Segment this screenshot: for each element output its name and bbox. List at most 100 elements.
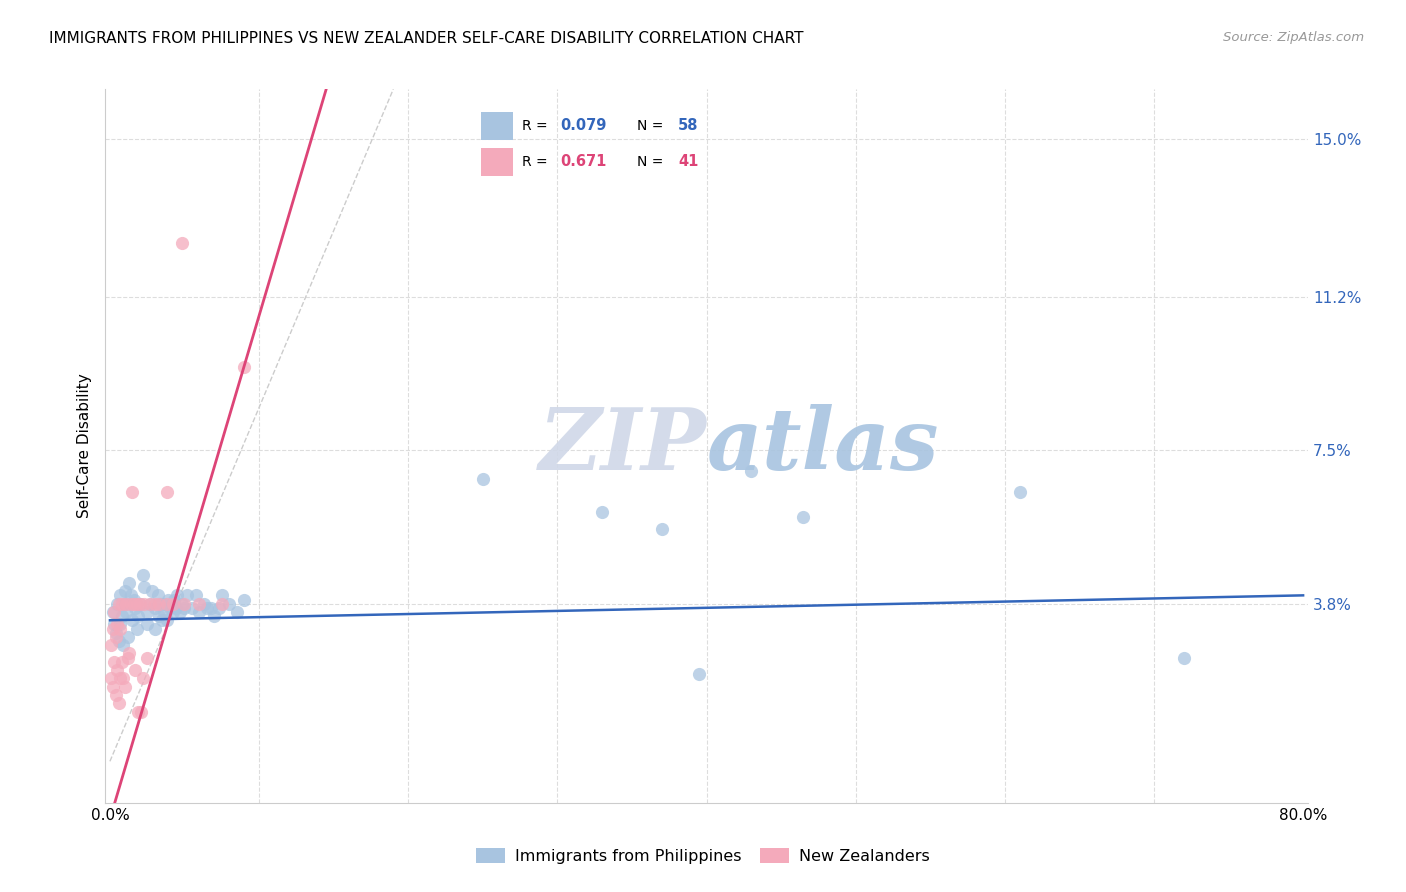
Point — [136, 617, 159, 632]
Point — [110, 617, 132, 632]
Point — [128, 597, 150, 611]
Point — [162, 597, 184, 611]
Point — [101, 680, 124, 694]
Text: Source: ZipAtlas.com: Source: ZipAtlas.com — [1223, 31, 1364, 45]
Point — [233, 592, 256, 607]
Point — [104, 625, 127, 640]
Point — [121, 613, 143, 627]
Point — [122, 597, 145, 611]
Point — [188, 605, 211, 619]
Point — [132, 671, 155, 685]
Point — [181, 600, 204, 615]
Point — [121, 484, 143, 499]
Point — [134, 597, 156, 611]
Text: atlas: atlas — [707, 404, 939, 488]
Point — [108, 634, 131, 648]
Point — [233, 360, 256, 375]
Point — [143, 597, 166, 611]
Point — [170, 235, 193, 250]
Point — [159, 600, 181, 615]
Point — [141, 584, 163, 599]
Point — [162, 605, 184, 619]
Point — [103, 605, 125, 619]
Point — [139, 597, 162, 611]
Point — [173, 597, 195, 611]
Point — [118, 575, 141, 590]
Point — [195, 600, 218, 615]
Point — [591, 505, 613, 519]
Point — [149, 597, 172, 611]
Point — [124, 600, 146, 615]
Point — [108, 696, 131, 710]
Point — [188, 597, 211, 611]
Point — [155, 613, 177, 627]
Point — [170, 597, 193, 611]
Point — [114, 680, 136, 694]
Point — [148, 609, 170, 624]
Point — [114, 597, 136, 611]
Point — [166, 588, 188, 602]
Point — [176, 588, 198, 602]
Point — [103, 655, 125, 669]
Point — [122, 592, 145, 607]
Point — [139, 597, 162, 611]
Point — [105, 617, 128, 632]
Point — [111, 597, 134, 611]
Point — [111, 609, 134, 624]
Point — [108, 597, 131, 611]
Point — [101, 605, 124, 619]
Point — [111, 655, 134, 669]
Point — [117, 630, 139, 644]
Point — [115, 597, 138, 611]
Point — [200, 600, 222, 615]
Point — [100, 671, 122, 685]
Point — [128, 597, 150, 611]
Point — [110, 588, 132, 602]
Point — [148, 597, 170, 611]
Point — [471, 472, 494, 486]
Point — [150, 613, 173, 627]
Y-axis label: Self-Care Disability: Self-Care Disability — [77, 374, 93, 518]
Point — [110, 622, 132, 636]
Point — [651, 522, 673, 536]
Text: IMMIGRANTS FROM PHILIPPINES VS NEW ZEALANDER SELF-CARE DISABILITY CORRELATION CH: IMMIGRANTS FROM PHILIPPINES VS NEW ZEALA… — [49, 31, 804, 46]
Point — [146, 588, 169, 602]
Point — [100, 638, 122, 652]
Point — [208, 600, 231, 615]
Point — [104, 630, 127, 644]
Point — [169, 605, 191, 619]
Point — [120, 597, 142, 611]
Point — [129, 705, 152, 719]
Point — [153, 597, 176, 611]
Point — [125, 597, 148, 611]
Point — [173, 600, 195, 615]
Point — [124, 663, 146, 677]
Point — [688, 667, 710, 681]
Point — [155, 484, 177, 499]
Point — [101, 622, 124, 636]
Point — [202, 609, 225, 624]
Point — [120, 588, 142, 602]
Point — [143, 622, 166, 636]
Point — [193, 597, 215, 611]
Point — [211, 597, 233, 611]
Point — [225, 605, 247, 619]
Point — [152, 605, 174, 619]
Point — [112, 671, 135, 685]
Point — [110, 671, 132, 685]
Point — [117, 650, 139, 665]
Point — [218, 597, 240, 611]
Point — [114, 584, 136, 599]
Point — [155, 597, 177, 611]
Point — [104, 688, 127, 702]
Text: ZIP: ZIP — [538, 404, 707, 488]
Point — [105, 597, 128, 611]
Point — [127, 705, 149, 719]
Point — [163, 592, 186, 607]
Point — [165, 600, 187, 615]
Point — [118, 647, 141, 661]
Point — [157, 592, 180, 607]
Point — [1008, 484, 1031, 499]
Point — [143, 600, 166, 615]
Point — [186, 588, 208, 602]
